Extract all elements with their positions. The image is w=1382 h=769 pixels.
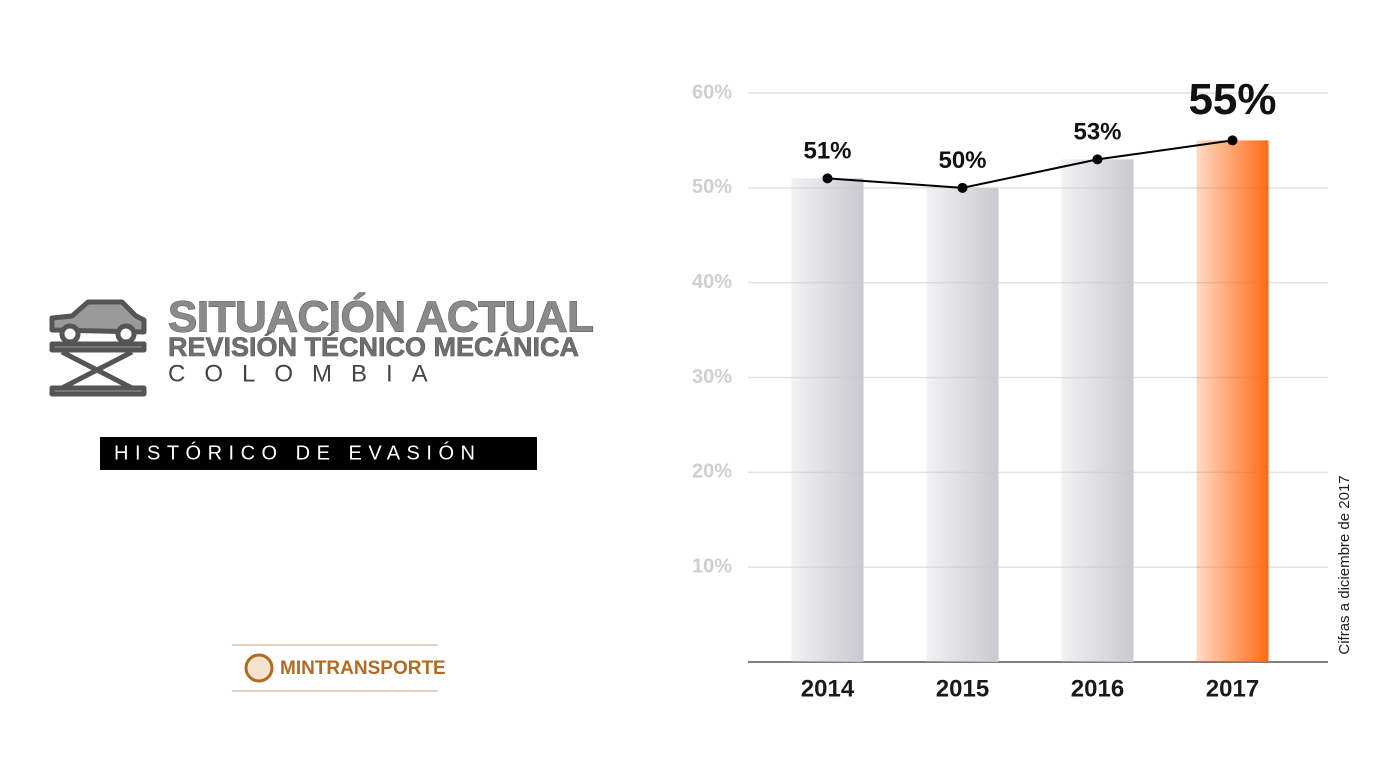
trend-point [1092,154,1103,165]
x-tick-label: 2016 [1071,675,1124,702]
trend-point [957,182,968,193]
y-tick-label: 30% [692,366,732,388]
logo-text: MINTRANSPORTE [280,658,446,679]
country: COLOMBIA [168,360,447,387]
y-tick-label: 20% [692,461,732,483]
value-label: 50% [938,147,986,174]
bar [1196,140,1269,662]
trend-point [1227,135,1238,146]
y-tick-label: 60% [692,81,732,103]
value-label: 51% [803,138,851,165]
y-tick-label: 10% [692,555,732,577]
subtitle: REVISIÓN TÉCNICO MECÁNICA [168,331,579,362]
bar [1061,159,1134,662]
bar [926,187,999,663]
x-tick-label: 2014 [801,675,855,702]
x-tick-label: 2015 [936,675,989,702]
x-tick-label: 2017 [1206,675,1259,702]
chart-note: Cifras a diciembre de 2017 [1336,475,1353,654]
bar [791,178,864,662]
title: SITUACIÓN ACTUAL [168,292,593,342]
trend-point [822,173,833,184]
logo-emblem [244,653,274,683]
value-label: 53% [1073,119,1121,146]
trend-line [827,139,1233,189]
y-tick-label: 40% [692,271,732,293]
y-tick-label: 50% [692,176,732,198]
section-box [100,437,537,470]
car-lift-icon [49,299,147,397]
value-label: 55% [1188,75,1276,124]
section-label: HISTÓRICO DE EVASIÓN [114,441,481,464]
